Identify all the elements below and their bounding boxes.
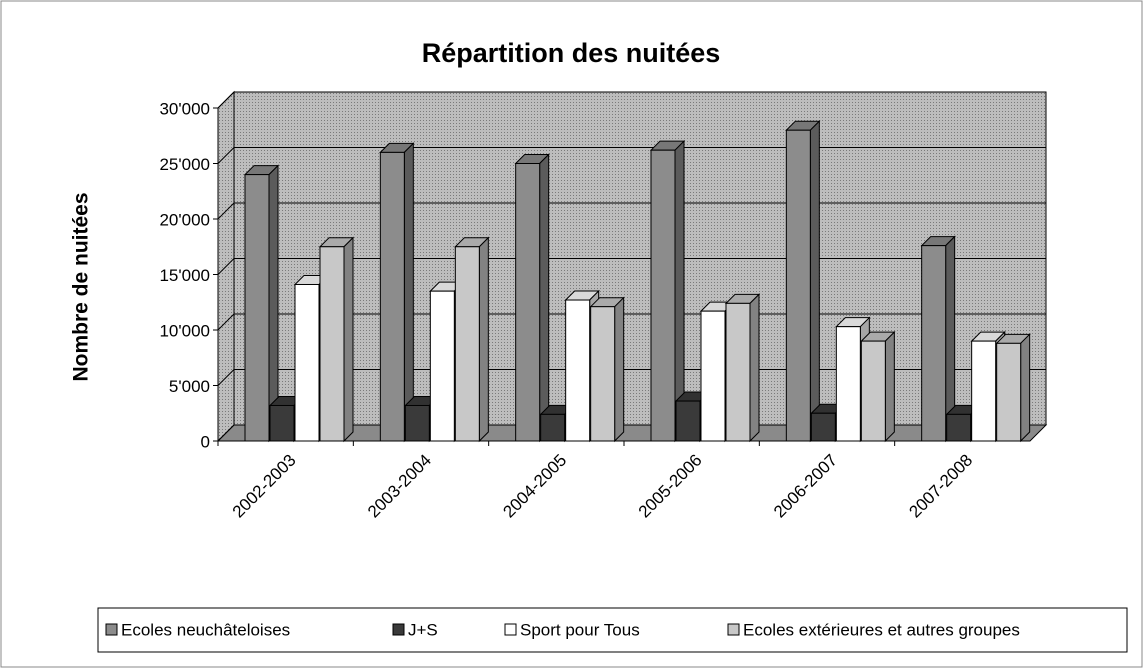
grid-line [217,424,235,442]
bar-front [244,174,270,442]
bar-front [379,151,405,442]
bar [649,139,686,443]
bar-side [749,293,760,443]
bar [379,142,415,443]
bar [674,390,711,443]
legend [97,607,1128,653]
bar-front [540,413,566,442]
bar-front [860,340,886,442]
bar-side [809,119,820,443]
bar-side [403,142,414,443]
legend-swatch [727,623,740,636]
bar-front [810,412,836,442]
y-tick-label: 10'000 [159,321,210,340]
legend-swatch [392,623,405,636]
bar-side [478,236,489,443]
bar-front [429,290,455,442]
bar [920,235,956,443]
bar-front [700,310,726,442]
y-tick-label: 20'000 [159,210,210,229]
grid-line [217,258,235,275]
bar-side [1020,333,1031,443]
legend-swatch [105,623,118,636]
y-tick-label: 30'000 [159,99,210,118]
bar [454,236,490,443]
bar-front [785,129,811,442]
bar-front [946,413,972,442]
bar-front [294,283,320,442]
bar-side [343,236,354,443]
bar-front [996,342,1022,442]
bar-front [319,246,345,442]
bar [724,293,761,443]
grid-line [217,369,235,386]
legend-label: Ecoles neuchâteloises [121,620,290,639]
y-axis-label: Nombre de nuitées [70,192,93,381]
bar-front [675,400,701,442]
bar-side [614,296,625,443]
legend-label: J+S [408,620,438,639]
y-tick-label: 0 [201,432,210,451]
bar [318,236,355,443]
bar-front [725,302,751,442]
bar-front [515,163,541,442]
grid-line [217,202,235,220]
bar-front [650,149,676,442]
legend-swatch [504,623,517,636]
bar-front [835,326,861,442]
bar-front [590,306,616,442]
grid-line [217,313,235,331]
bar [785,119,821,443]
bar-front [404,404,430,442]
y-tick-label: 15'000 [159,266,210,285]
bar-front [971,340,997,442]
grid-line [217,91,235,109]
y-tick-label: 5'000 [169,377,210,396]
bar [995,333,1031,443]
legend-label: Ecoles extérieures et autres groupes [743,620,1020,639]
bar-front [269,404,295,442]
bar-front [454,246,480,442]
chart-title: Répartition des nuitées [422,38,721,68]
bar-side [539,153,550,443]
bar [243,164,280,443]
bar [514,153,550,443]
y-tick-label: 25'000 [159,155,210,174]
bar-side [884,330,895,443]
bar [589,296,625,443]
grid-line [217,147,235,164]
bar-front [565,299,591,442]
bar-front [921,245,947,442]
bar [860,330,896,443]
legend-label: Sport pour Tous [520,620,640,639]
